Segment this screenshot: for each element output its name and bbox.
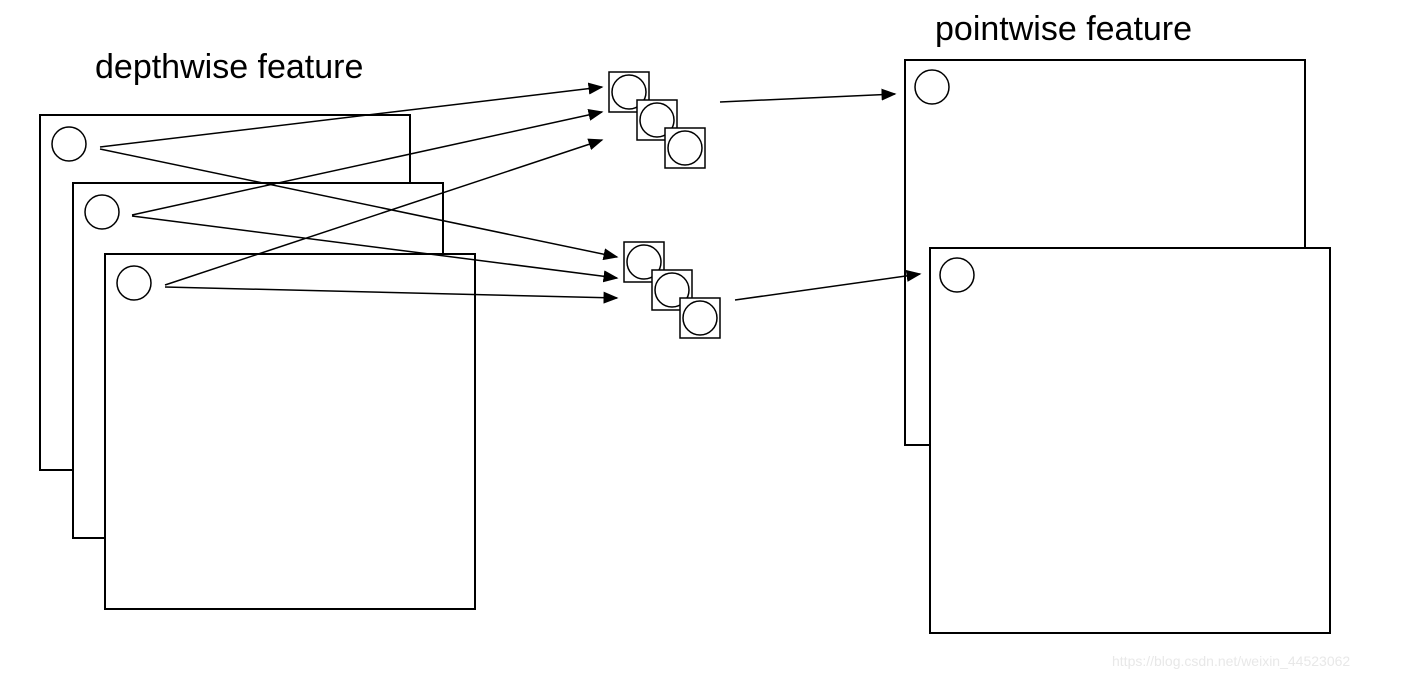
diagram-svg (0, 0, 1402, 678)
depthwise-label: depthwise feature (95, 48, 363, 87)
pointwise-label: pointwise feature (935, 10, 1192, 49)
watermark-text: https://blog.csdn.net/weixin_44523062 (1112, 653, 1350, 669)
